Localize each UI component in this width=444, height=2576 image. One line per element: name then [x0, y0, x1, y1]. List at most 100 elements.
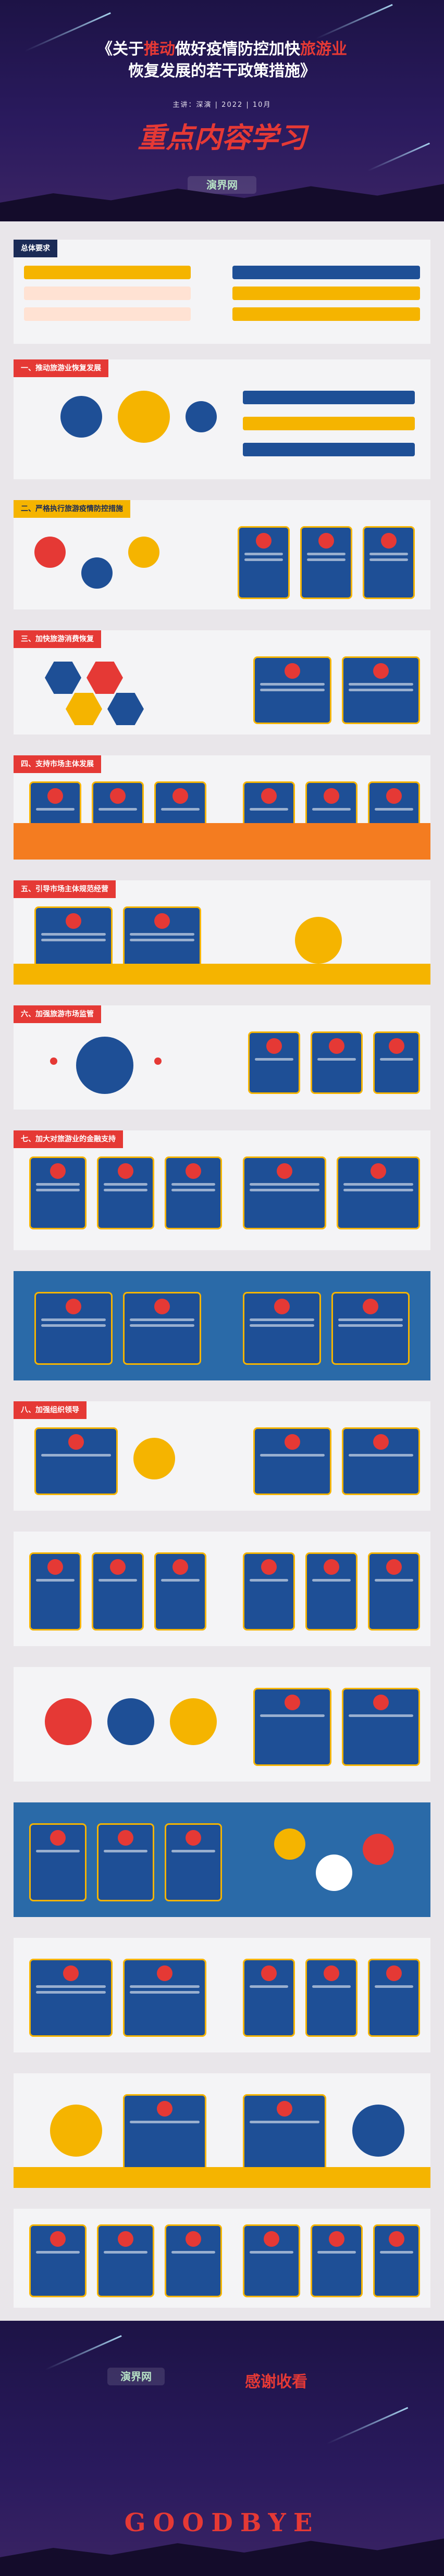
card: [253, 1688, 331, 1766]
card: [29, 1552, 81, 1631]
card: [123, 906, 201, 969]
slide-section-8: 八、加强组织领导: [14, 1401, 430, 1511]
card: [34, 1292, 113, 1365]
slide-title: 六、加强旅游市场监管: [14, 1005, 101, 1023]
card: [97, 2224, 154, 2297]
node-icon: [81, 557, 113, 589]
slide-section-7: 七、加大对旅游业的金融支持: [14, 1130, 430, 1250]
slide-section-3: 三、加快旅游消费恢复: [14, 630, 430, 735]
slide-grid-b: [14, 1667, 430, 1782]
slide-section-6: 六、加强旅游市场监管: [14, 1005, 430, 1110]
card: [154, 1552, 206, 1631]
card: [342, 656, 420, 724]
light-beam: [45, 2335, 122, 2371]
card: [29, 1156, 87, 1229]
card: [165, 1823, 222, 1901]
card: [34, 1427, 118, 1495]
slide-title: 总体要求: [14, 240, 57, 257]
card: [97, 1823, 154, 1901]
info-bar: [24, 307, 191, 321]
info-bar: [24, 287, 191, 300]
shield-icon: [352, 2105, 404, 2157]
card: [238, 526, 290, 599]
gear-icon: [363, 1834, 394, 1865]
card: [165, 2224, 222, 2297]
slide-blue-b: [14, 1802, 430, 1917]
card: [342, 1688, 420, 1766]
marker: [50, 1057, 57, 1065]
card: [123, 1292, 201, 1365]
heart-icon: [118, 391, 170, 443]
stethoscope-icon: [60, 396, 102, 438]
card: [300, 526, 352, 599]
thanks-text: 感谢收看: [245, 2373, 307, 2391]
card: [97, 1156, 154, 1229]
slide-title: 一、推动旅游业恢复发展: [14, 359, 108, 377]
card: [363, 526, 415, 599]
card: [331, 1292, 410, 1365]
info-bar: [243, 443, 415, 456]
slide-section-4: 四、支持市场主体发展: [14, 755, 430, 860]
card: [29, 2224, 87, 2297]
card: [29, 1823, 87, 1901]
card: [342, 1427, 420, 1495]
card: [243, 2224, 300, 2297]
footer-band: [14, 2167, 430, 2188]
hex-shape: [66, 693, 102, 725]
footer-band: [14, 964, 430, 985]
hex-shape: [87, 662, 123, 694]
card: [305, 1552, 357, 1631]
footer-band: [14, 823, 430, 860]
card: [165, 1156, 222, 1229]
info-bar: [232, 266, 420, 279]
cover-section: 《关于推动做好疫情防控加快旅游业 恢复发展的若干政策措施》 主讲：深演 | 20…: [0, 0, 444, 221]
slide-title: 四、支持市场主体发展: [14, 755, 101, 773]
marker: [154, 1057, 162, 1065]
hex-shape: [45, 662, 81, 694]
cover-title: 《关于推动做好疫情防控加快旅游业 恢复发展的若干政策措施》: [97, 40, 347, 80]
slide-grid-d: [14, 2073, 430, 2188]
card: [29, 1959, 113, 2037]
slide-overview: 总体要求: [14, 240, 430, 344]
slide-section-1: 一、推动旅游业恢复发展: [14, 359, 430, 479]
card: [243, 2094, 326, 2172]
goodbye-text: GOODBYE: [124, 2508, 320, 2537]
end-section: 演界网 感谢收看 GOODBYE: [0, 2321, 444, 2576]
ticket-icon: [295, 917, 342, 964]
slide-title: 三、加快旅游消费恢复: [14, 630, 101, 648]
circle-icon: [45, 1698, 92, 1745]
circle-icon: [107, 1698, 154, 1745]
slide-grid-e: [14, 2209, 430, 2308]
card: [243, 1292, 321, 1365]
magnet-icon: [76, 1037, 133, 1094]
info-bar: [243, 391, 415, 404]
node-icon: [128, 537, 159, 568]
card: [243, 1156, 326, 1229]
slide-title: 八、加强组织领导: [14, 1401, 87, 1419]
card: [253, 656, 331, 724]
card: [248, 1031, 300, 1094]
info-bar: [232, 307, 420, 321]
slide-title: 二、严格执行旅游疫情防控措施: [14, 500, 130, 518]
card: [123, 2094, 206, 2172]
info-bar: [232, 287, 420, 300]
hex-shape: [107, 693, 144, 725]
brand-logo: 演界网: [188, 176, 256, 194]
card: [123, 1959, 206, 2037]
slide-blue-a: [14, 1271, 430, 1380]
slide-title: 五、引导市场主体规范经营: [14, 880, 116, 898]
card: [373, 1031, 420, 1094]
slide-section-2: 二、严格执行旅游疫情防控措施: [14, 500, 430, 609]
card: [253, 1427, 331, 1495]
gear-icon: [316, 1855, 352, 1891]
circle-icon: [170, 1698, 217, 1745]
slide-title: 七、加大对旅游业的金融支持: [14, 1130, 123, 1148]
node-icon: [34, 537, 66, 568]
shield-icon: [50, 2105, 102, 2157]
slide-grid-c: [14, 1938, 430, 2052]
light-beam: [316, 4, 393, 40]
card: [373, 2224, 420, 2297]
slide-section-5: 五、引导市场主体规范经营: [14, 880, 430, 985]
card: [337, 1156, 420, 1229]
card: [311, 2224, 363, 2297]
